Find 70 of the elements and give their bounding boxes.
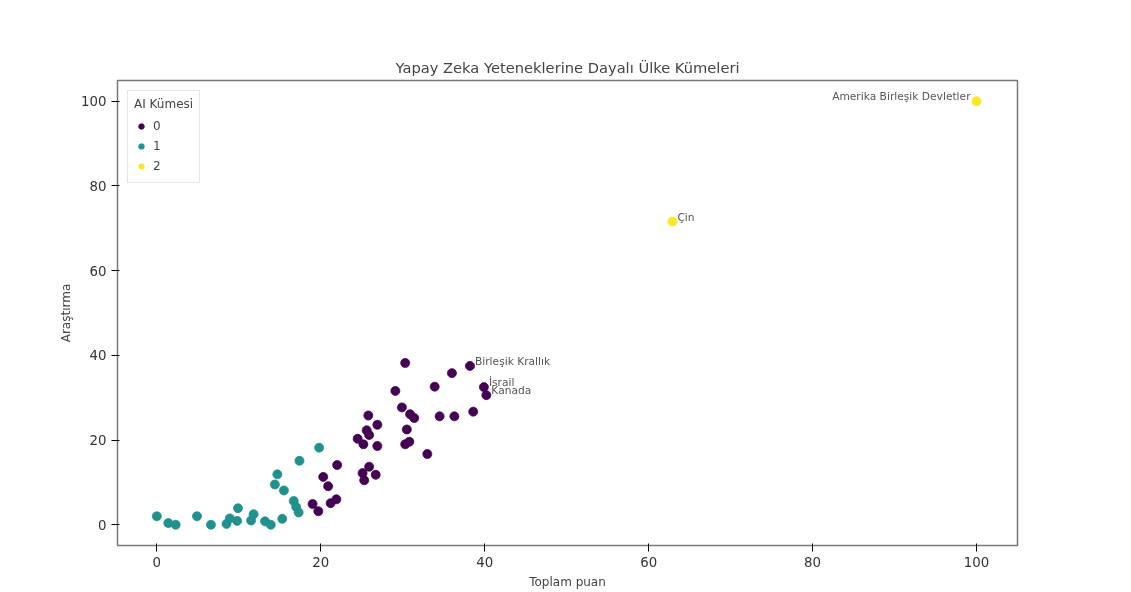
point — [233, 503, 243, 514]
point — [429, 381, 440, 392]
point — [352, 433, 363, 444]
x-tick-label: 80 — [804, 554, 822, 570]
point — [318, 472, 329, 482]
x-tick-label: 40 — [476, 554, 494, 570]
point — [478, 382, 489, 392]
point — [364, 461, 375, 472]
point — [294, 455, 305, 466]
y-tick-label: 100 — [81, 94, 107, 110]
y-tick-label: 40 — [89, 348, 107, 364]
point — [331, 494, 342, 505]
point — [372, 419, 383, 430]
point — [192, 511, 202, 522]
point — [278, 485, 289, 496]
point — [359, 475, 370, 486]
point — [269, 479, 280, 490]
point — [481, 390, 492, 401]
x-tick-label: 100 — [963, 554, 990, 570]
x-tick-label: 60 — [640, 554, 658, 570]
point — [447, 368, 457, 379]
point — [313, 506, 324, 517]
y-tick-label: 60 — [89, 263, 107, 279]
point — [232, 516, 243, 526]
point — [401, 424, 412, 435]
y-axis-title: Araştırma — [59, 283, 74, 343]
x-tick-label: 0 — [152, 554, 162, 570]
annotation: Birleşik Krallık — [474, 354, 551, 368]
legend-label: 1 — [153, 139, 162, 153]
point — [667, 216, 678, 227]
point — [224, 513, 235, 524]
point — [422, 449, 433, 459]
point — [277, 513, 288, 524]
legend-title: AI Kümesi — [134, 97, 194, 111]
x-axis-title: Toplam puan — [528, 574, 606, 589]
point — [314, 442, 325, 453]
point — [151, 511, 162, 522]
point — [971, 96, 982, 107]
point — [332, 460, 343, 470]
point — [364, 430, 375, 440]
point — [404, 436, 415, 447]
y-tick-label: 80 — [89, 178, 107, 194]
point — [465, 361, 475, 371]
point — [323, 481, 334, 492]
point — [206, 519, 216, 530]
point — [434, 411, 445, 422]
point — [409, 413, 420, 423]
point — [307, 499, 318, 509]
chart-title: Yapay Zeka Yeteneklerine Dayalı Ülke Kümeleri — [394, 58, 740, 76]
point — [293, 507, 304, 518]
point — [363, 410, 374, 421]
point — [449, 411, 460, 422]
legend-label: 2 — [153, 159, 162, 173]
y-tick-label: 20 — [89, 433, 107, 449]
point — [390, 386, 401, 396]
annotation: Amerika Birleşik Devletler — [832, 90, 972, 104]
annotation: Çin — [677, 210, 695, 224]
point — [397, 402, 407, 413]
point — [358, 439, 369, 450]
x-tick-label: 20 — [312, 554, 330, 570]
legend-label: 0 — [153, 119, 162, 133]
point — [170, 519, 181, 530]
point — [372, 441, 383, 451]
y-tick-label: 0 — [98, 517, 107, 533]
point — [370, 469, 381, 480]
point — [265, 519, 276, 530]
point — [468, 406, 479, 417]
point — [248, 509, 259, 520]
point — [272, 469, 283, 480]
point — [400, 358, 411, 368]
